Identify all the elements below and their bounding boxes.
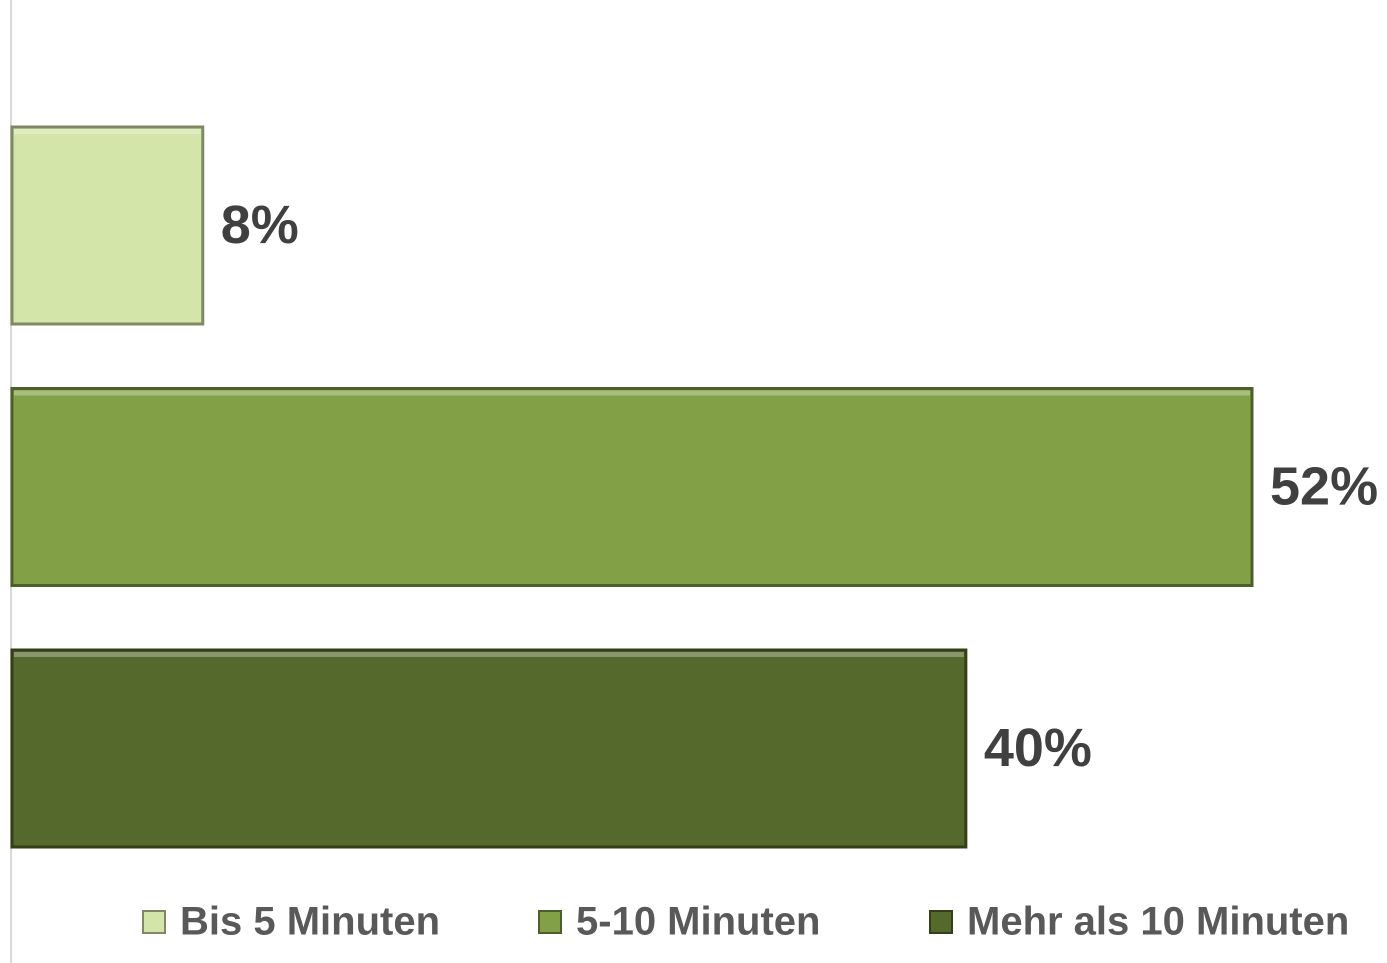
data-label: 52% xyxy=(1270,456,1378,516)
bar-highlight xyxy=(14,652,964,657)
bar xyxy=(10,387,1254,587)
legend-marker xyxy=(142,910,166,934)
legend-marker xyxy=(929,910,953,934)
bar-highlight xyxy=(14,129,201,134)
legend-label: 5-10 Minuten xyxy=(576,900,820,944)
bar xyxy=(10,648,968,849)
legend-label: Mehr als 10 Minuten xyxy=(967,900,1349,944)
data-label: 40% xyxy=(984,718,1092,778)
legend-marker xyxy=(538,910,562,934)
bar xyxy=(10,125,205,326)
legend-label: Bis 5 Minuten xyxy=(180,900,440,944)
data-label: 8% xyxy=(221,195,299,255)
bar-highlight xyxy=(14,390,1250,396)
